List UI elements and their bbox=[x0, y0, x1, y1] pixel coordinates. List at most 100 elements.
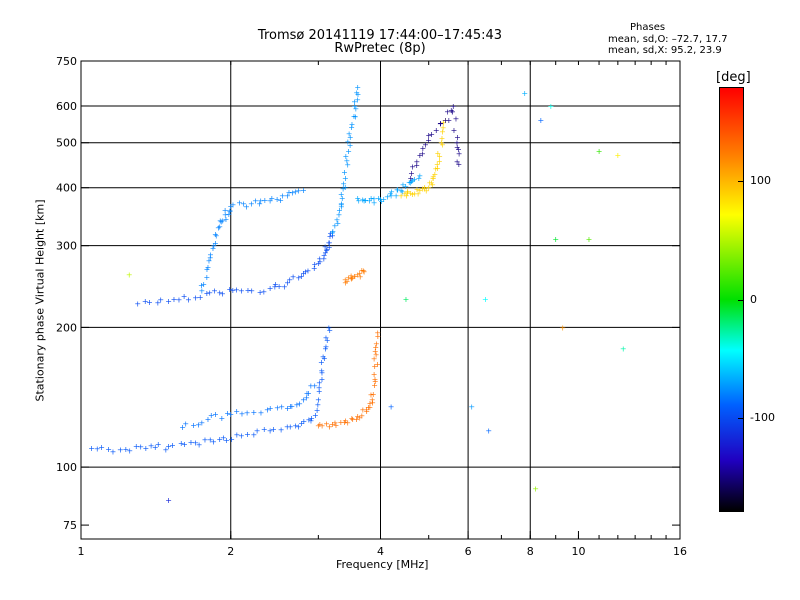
trace-point: + bbox=[430, 174, 437, 183]
trace-point: + bbox=[316, 387, 323, 396]
trace-point: + bbox=[450, 102, 457, 111]
trace-point: + bbox=[341, 168, 348, 177]
trace-point: + bbox=[455, 145, 462, 154]
trace-point: + bbox=[345, 137, 352, 146]
trace-point: + bbox=[287, 422, 294, 431]
trace-point: + bbox=[367, 399, 374, 408]
y-tick-label: 400 bbox=[56, 182, 77, 195]
trace-point: + bbox=[348, 123, 355, 132]
trace-point: + bbox=[319, 368, 326, 377]
trace-point: + bbox=[338, 200, 345, 209]
trace-point: + bbox=[448, 106, 455, 115]
trace-point: + bbox=[434, 160, 441, 169]
trace-point: + bbox=[371, 199, 378, 208]
trace-point: + bbox=[203, 289, 210, 298]
trace-point: + bbox=[399, 188, 406, 197]
trace-point: + bbox=[303, 393, 310, 402]
trace-point: + bbox=[220, 433, 227, 442]
trace-point: + bbox=[195, 420, 202, 429]
trace-point: + bbox=[326, 239, 333, 248]
trace-point: + bbox=[357, 272, 364, 281]
trace-point: + bbox=[272, 280, 279, 289]
trace-point: + bbox=[388, 187, 395, 196]
trace-point: + bbox=[334, 219, 341, 228]
trace-point: + bbox=[372, 343, 379, 352]
trace-point: + bbox=[267, 404, 274, 413]
trace-point: + bbox=[289, 402, 296, 411]
trace-point: + bbox=[388, 191, 395, 200]
data-points: + ++ ++ ++++++++++++ ++ ++++++ ++++++ + ++ + ++ + ++… bbox=[88, 83, 626, 505]
x-tick-label: 16 bbox=[673, 545, 687, 558]
trace-point: + bbox=[323, 334, 330, 343]
trace-point: + bbox=[456, 160, 463, 169]
trace-point: + bbox=[354, 271, 361, 280]
trace-point: + bbox=[407, 179, 414, 188]
trace-point: + bbox=[110, 448, 117, 457]
trace-point: + bbox=[182, 419, 189, 428]
trace-point: + bbox=[456, 149, 463, 158]
x-axis-ticks: 1 2 4 6 8 10 16 bbox=[78, 61, 687, 558]
trace-point: + bbox=[165, 297, 172, 306]
trace-point: + bbox=[319, 421, 326, 430]
trace-point: + bbox=[340, 179, 347, 188]
trace-point: + bbox=[378, 197, 385, 206]
trace-point: + bbox=[304, 389, 311, 398]
y-axis-ticks: 75 100 200 300 400 500 600 750 bbox=[56, 55, 680, 532]
trace-point: + bbox=[442, 116, 449, 125]
trace-point: + bbox=[230, 200, 237, 209]
trace-point: + bbox=[439, 141, 446, 150]
trace-point: + bbox=[360, 267, 367, 276]
trace-point: + bbox=[344, 160, 351, 169]
trace-point: + bbox=[276, 282, 283, 291]
trace-point: + bbox=[202, 435, 209, 444]
trace-point: + bbox=[426, 179, 433, 188]
trace-point: + bbox=[347, 133, 354, 142]
colorbar-tick-mark bbox=[738, 181, 744, 183]
trace-point: + bbox=[212, 410, 219, 419]
trace-point: + bbox=[219, 216, 226, 225]
trace-point: + bbox=[233, 407, 240, 416]
trace-point: + bbox=[322, 249, 329, 258]
trace-point: + bbox=[365, 403, 372, 412]
trace-point: + bbox=[244, 430, 251, 439]
trace-point: + bbox=[449, 108, 456, 117]
x-tick-label: 10 bbox=[571, 545, 585, 558]
colorbar-tick-label: 0 bbox=[750, 292, 757, 306]
trace-point: + bbox=[315, 259, 322, 268]
trace-point: + bbox=[157, 296, 164, 305]
trace-point: + bbox=[409, 190, 416, 199]
trace-point: + bbox=[326, 423, 333, 432]
trace-point: + bbox=[284, 191, 291, 200]
trace-point: + bbox=[279, 192, 286, 201]
trace-point: + bbox=[349, 120, 356, 129]
trace-point: + bbox=[340, 184, 347, 193]
trace-point: + bbox=[349, 415, 356, 424]
trace-point: + bbox=[342, 278, 349, 287]
y-tick-label: 300 bbox=[56, 240, 77, 253]
trace-point: + bbox=[134, 300, 141, 309]
trace-point: + bbox=[181, 292, 188, 301]
trace-point: + bbox=[216, 288, 223, 297]
trace-point: + bbox=[126, 447, 133, 456]
trace-point: + bbox=[445, 116, 452, 125]
trace-point: + bbox=[371, 370, 378, 379]
trace-point: + bbox=[368, 194, 375, 203]
trace-point: + bbox=[326, 238, 333, 247]
trace-point: + bbox=[354, 83, 361, 92]
trace-point: + bbox=[394, 185, 401, 194]
trace-point: + bbox=[334, 216, 341, 225]
trace-point: + bbox=[437, 120, 444, 129]
trace-point: + bbox=[321, 354, 328, 363]
trace-point: + bbox=[284, 422, 291, 431]
trace-point: + bbox=[257, 196, 264, 205]
trace-point: + bbox=[344, 156, 351, 165]
trace-point: + bbox=[374, 332, 381, 341]
trace-point: + bbox=[323, 246, 330, 255]
trace-point: + bbox=[238, 431, 245, 440]
trace-point: + bbox=[162, 445, 169, 454]
trace-point: + bbox=[306, 415, 313, 424]
trace-point: + bbox=[206, 257, 213, 266]
trace-point: + bbox=[142, 444, 149, 453]
trace-point: + bbox=[362, 196, 369, 205]
trace-point: + bbox=[440, 124, 447, 133]
